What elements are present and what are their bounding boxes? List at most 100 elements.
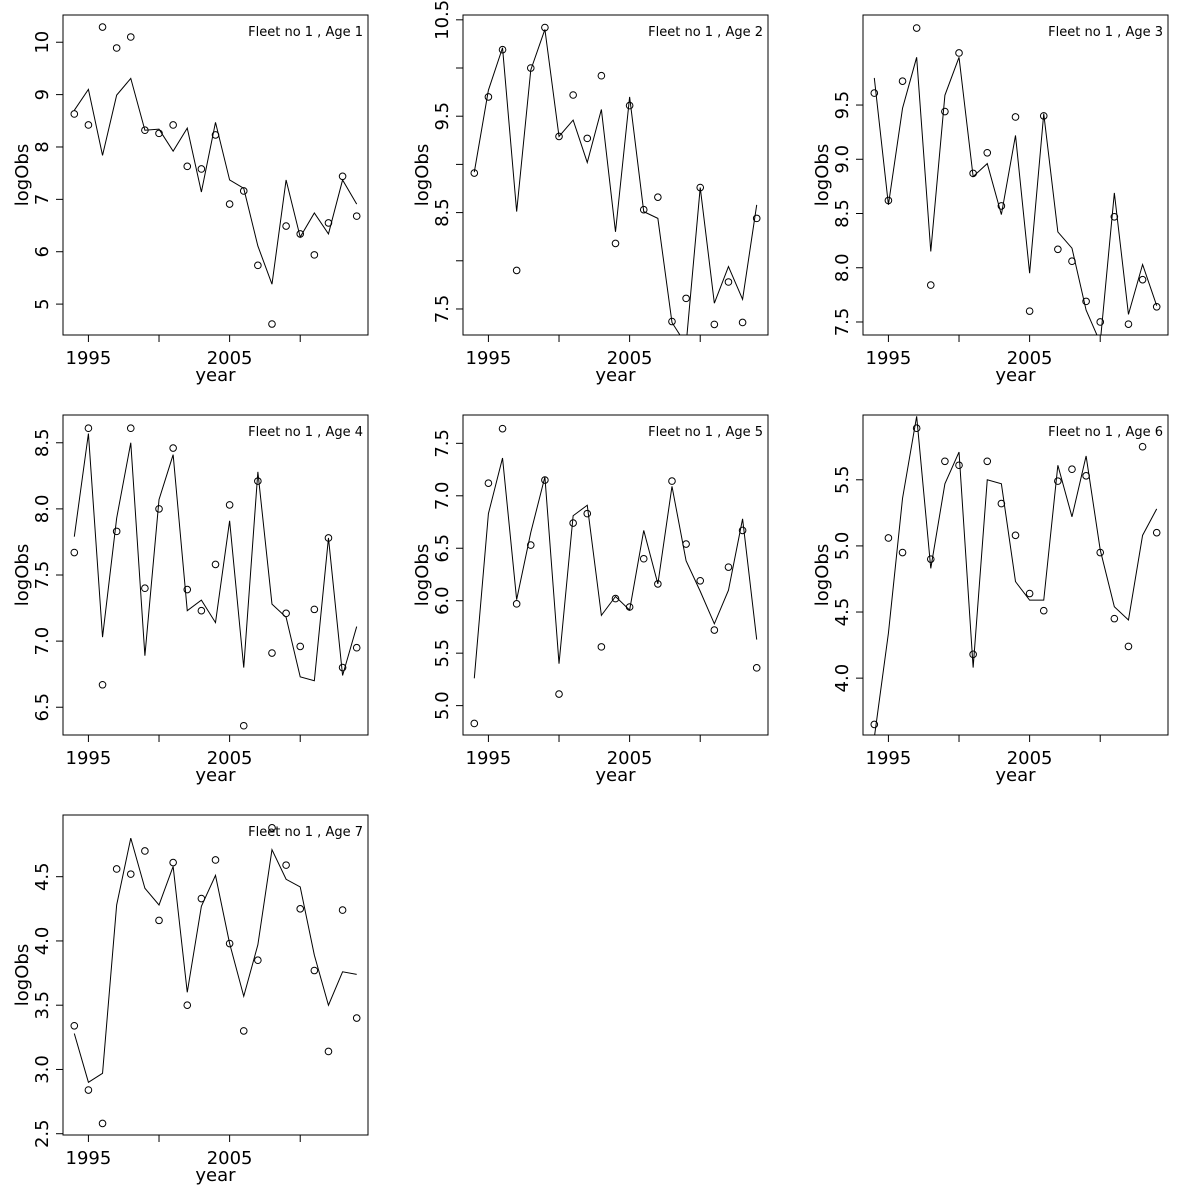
panel: Fleet no 1 , Age 5 1995 2005 5.0 5.5 6.0 6.5 7.…	[412, 414, 769, 786]
observed-point	[84, 121, 93, 129]
observed-point	[668, 477, 676, 485]
observed-point	[254, 956, 262, 965]
observed-point	[1082, 297, 1090, 306]
observed-point	[898, 548, 907, 557]
observed-point	[611, 239, 620, 248]
x-axis-label: year	[595, 365, 636, 386]
observed-point	[926, 281, 935, 289]
y-tick-label: 5.0	[832, 532, 853, 561]
y-tick-label: 4.0	[832, 664, 853, 693]
observed-point	[1025, 589, 1034, 598]
x-tick-label: 1995	[466, 348, 512, 369]
panel-title: Fleet no 1 , Age 1	[248, 25, 363, 40]
observed-point	[282, 861, 290, 869]
observed-point	[555, 690, 563, 698]
y-tick-label: 7.0	[32, 627, 53, 656]
observed-point	[983, 148, 992, 157]
x-axis-label: year	[195, 765, 236, 786]
x-axis-label: year	[995, 765, 1036, 786]
observed-point	[197, 165, 206, 173]
y-tick-label: 8.0	[832, 253, 853, 282]
y-tick-label: 9.5	[832, 91, 853, 120]
observed-point	[70, 110, 79, 118]
x-tick-label: 2005	[607, 348, 653, 369]
observed-point	[1110, 212, 1119, 221]
observed-point	[1152, 302, 1161, 311]
observed-point	[639, 554, 648, 563]
fitted-line	[473, 29, 758, 335]
observed-point	[211, 560, 220, 569]
observed-point	[141, 847, 149, 855]
y-tick-label: 9.0	[832, 145, 853, 174]
x-tick-label: 1995	[466, 748, 512, 769]
y-tick-label: 10	[32, 31, 53, 54]
observed-point	[955, 461, 963, 470]
observed-point	[1039, 606, 1048, 615]
x-tick-label: 1995	[866, 348, 912, 369]
x-tick-label: 1995	[66, 748, 112, 769]
observed-point	[1068, 465, 1076, 474]
observed-point	[1025, 307, 1034, 315]
observed-point	[498, 424, 507, 433]
observed-point	[338, 172, 347, 181]
observed-point	[583, 134, 592, 143]
observed-point	[126, 424, 135, 433]
observed-point	[70, 548, 79, 557]
y-axis-label: logObs	[812, 144, 833, 206]
x-tick-label: 1995	[66, 348, 112, 369]
y-tick-label: 9	[32, 89, 53, 100]
panel-title: Fleet no 1 , Age 5	[648, 425, 763, 440]
observed-point	[169, 858, 177, 867]
observed-point	[1011, 531, 1020, 540]
observed-point	[710, 626, 719, 634]
y-axis-label: logObs	[12, 544, 33, 606]
observed-point	[352, 643, 361, 652]
observed-point	[155, 505, 163, 513]
observed-point	[211, 856, 220, 864]
y-tick-label: 7.5	[832, 308, 853, 337]
observed-point	[98, 1119, 107, 1128]
observed-point	[639, 205, 648, 214]
observed-point	[912, 424, 921, 433]
y-tick-label: 8	[32, 141, 53, 152]
y-axis-label: logObs	[412, 544, 433, 606]
x-tick-label: 1995	[66, 1148, 112, 1169]
observed-point	[112, 865, 121, 873]
panel-title: Fleet no 1 , Age 7	[248, 825, 363, 840]
observed-point	[296, 905, 305, 913]
panel: Fleet no 1 , Age 2 1995 2005 7.5 8.5 9.5 10.5 y…	[412, 0, 769, 386]
panel: Fleet no 1 , Age 1 1995 2005 5 6 7 8 9 10 year log…	[12, 14, 369, 386]
x-tick-label: 2005	[207, 348, 253, 369]
observed-point	[183, 585, 192, 594]
observed-point	[955, 49, 963, 57]
observed-point	[597, 71, 606, 80]
observed-point	[926, 555, 935, 563]
observed-point	[724, 278, 733, 286]
observed-point	[668, 317, 676, 326]
observed-point	[526, 541, 535, 549]
observed-point	[268, 824, 276, 832]
y-tick-label: 2.5	[32, 1119, 53, 1148]
y-tick-label: 6	[32, 246, 53, 257]
y-tick-label: 5.0	[432, 691, 453, 720]
observed-point	[352, 1014, 361, 1022]
panel: Fleet no 1 , Age 6 1995 2005 4.0 4.5 5.0 5.5 ye…	[812, 414, 1169, 786]
observed-point	[268, 649, 276, 657]
observed-point	[997, 202, 1006, 210]
observed-point	[183, 1001, 192, 1010]
observed-point	[752, 664, 761, 672]
observed-point	[98, 23, 107, 31]
observed-point	[1054, 245, 1062, 254]
observed-point	[983, 457, 992, 466]
observed-point	[112, 44, 121, 52]
observed-point	[625, 101, 634, 110]
y-tick-label: 7.5	[32, 561, 53, 590]
observed-point	[1096, 318, 1105, 326]
observed-point	[1138, 442, 1147, 451]
x-axis-label: year	[995, 365, 1036, 386]
x-tick-label: 2005	[207, 748, 253, 769]
y-axis-label: logObs	[12, 144, 33, 206]
plot-frame	[62, 14, 369, 336]
